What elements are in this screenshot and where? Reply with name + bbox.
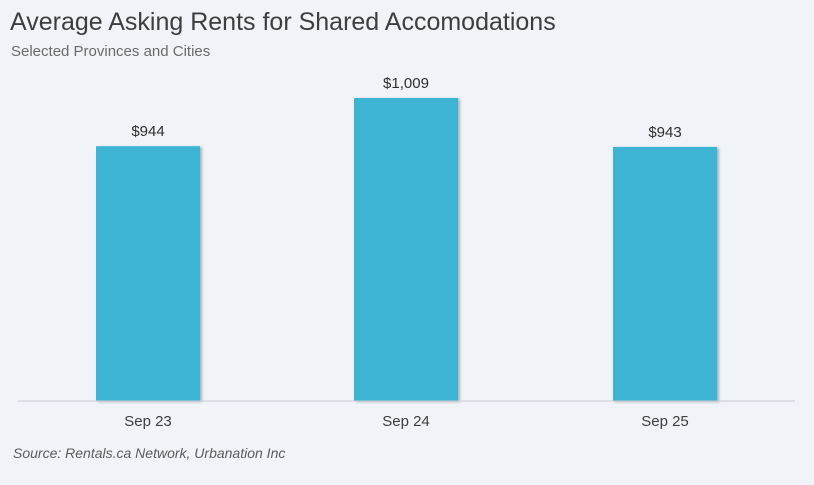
source-note: Source: Rentals.ca Network, Urbanation I… <box>13 445 286 461</box>
x-tick-label: Sep 25 <box>641 413 689 430</box>
labels-group: $944 Sep 23 $1,009 Sep 24 $943 Sep 25 <box>124 75 689 430</box>
bar-sep-24 <box>354 98 458 401</box>
x-tick-label: Sep 23 <box>124 413 172 430</box>
x-tick-label: Sep 24 <box>382 413 430 430</box>
bar-value-label: $943 <box>648 124 681 141</box>
bar-sep-23 <box>96 146 200 401</box>
bar-value-label: $944 <box>131 123 164 140</box>
bar-sep-25 <box>613 146 717 401</box>
chart-subtitle: Selected Provinces and Cities <box>11 43 211 60</box>
bar-value-label: $1,009 <box>383 75 429 92</box>
chart-title: Average Asking Rents for Shared Accomoda… <box>10 8 556 36</box>
bars-group <box>96 98 717 401</box>
